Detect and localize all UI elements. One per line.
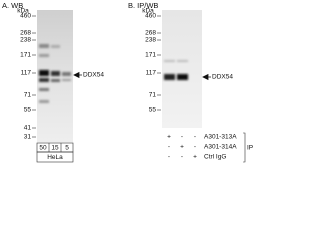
marker-label: 41 xyxy=(24,125,32,132)
unit-label: kDa xyxy=(142,8,154,15)
unit-label: kDa xyxy=(17,8,29,15)
lane-label: 50 xyxy=(39,145,47,152)
lane-sign: + xyxy=(167,134,171,141)
bands-b xyxy=(164,60,188,80)
bands-a xyxy=(39,44,71,103)
marker-label: 71 xyxy=(149,92,157,99)
marker-label: 460 xyxy=(20,13,31,20)
lane-sign: - xyxy=(181,154,183,161)
marker-label: 55 xyxy=(149,107,157,114)
marker-label: 117 xyxy=(21,70,32,77)
lane-label: 15 xyxy=(51,145,59,152)
panel-label: B. IP/WB xyxy=(128,1,158,10)
panel-label: A. WB xyxy=(2,1,23,10)
lane-sign: + xyxy=(180,144,184,151)
page: {"panel_a": {"label": "A. WB", "unit": "… xyxy=(2,0,254,163)
target-label: DDX54 xyxy=(212,74,233,81)
lane-sign: - xyxy=(168,144,170,151)
group-label: IP xyxy=(247,145,253,152)
bracket xyxy=(243,132,246,163)
marker-label: 171 xyxy=(145,52,156,59)
figure: A. WB kDa B. IP/WB kDa DDX54 DDX54 HeLa … xyxy=(2,1,253,163)
marker-label: 238 xyxy=(145,37,156,44)
marker-label: 171 xyxy=(20,52,31,59)
lane-sign: + xyxy=(193,154,197,161)
marker-label: 268 xyxy=(145,30,156,37)
marker-label: 117 xyxy=(146,70,157,77)
marker-label: 268 xyxy=(20,30,31,37)
cell-line-box xyxy=(36,151,74,163)
target-label: DDX54 xyxy=(83,72,104,79)
antibody-name: A301-313A xyxy=(204,134,237,141)
cell-line: HeLa xyxy=(47,154,63,161)
lane-sign: - xyxy=(168,154,170,161)
arrow xyxy=(202,73,211,81)
antibody-name: Ctrl IgG xyxy=(204,154,226,161)
antibody-name: A301-314A xyxy=(204,144,237,151)
lane-label: 5 xyxy=(65,145,69,152)
lane-sign: - xyxy=(181,134,183,141)
marker-label: 55 xyxy=(24,107,32,114)
lane-sign: - xyxy=(194,134,196,141)
marker-label: 238 xyxy=(20,37,31,44)
marker-label: 460 xyxy=(145,13,156,20)
arrow xyxy=(73,71,82,79)
blot-b xyxy=(162,10,202,128)
marker-label: 31 xyxy=(24,134,32,141)
marker-label: 71 xyxy=(24,92,32,99)
lane-sign: - xyxy=(194,144,196,151)
